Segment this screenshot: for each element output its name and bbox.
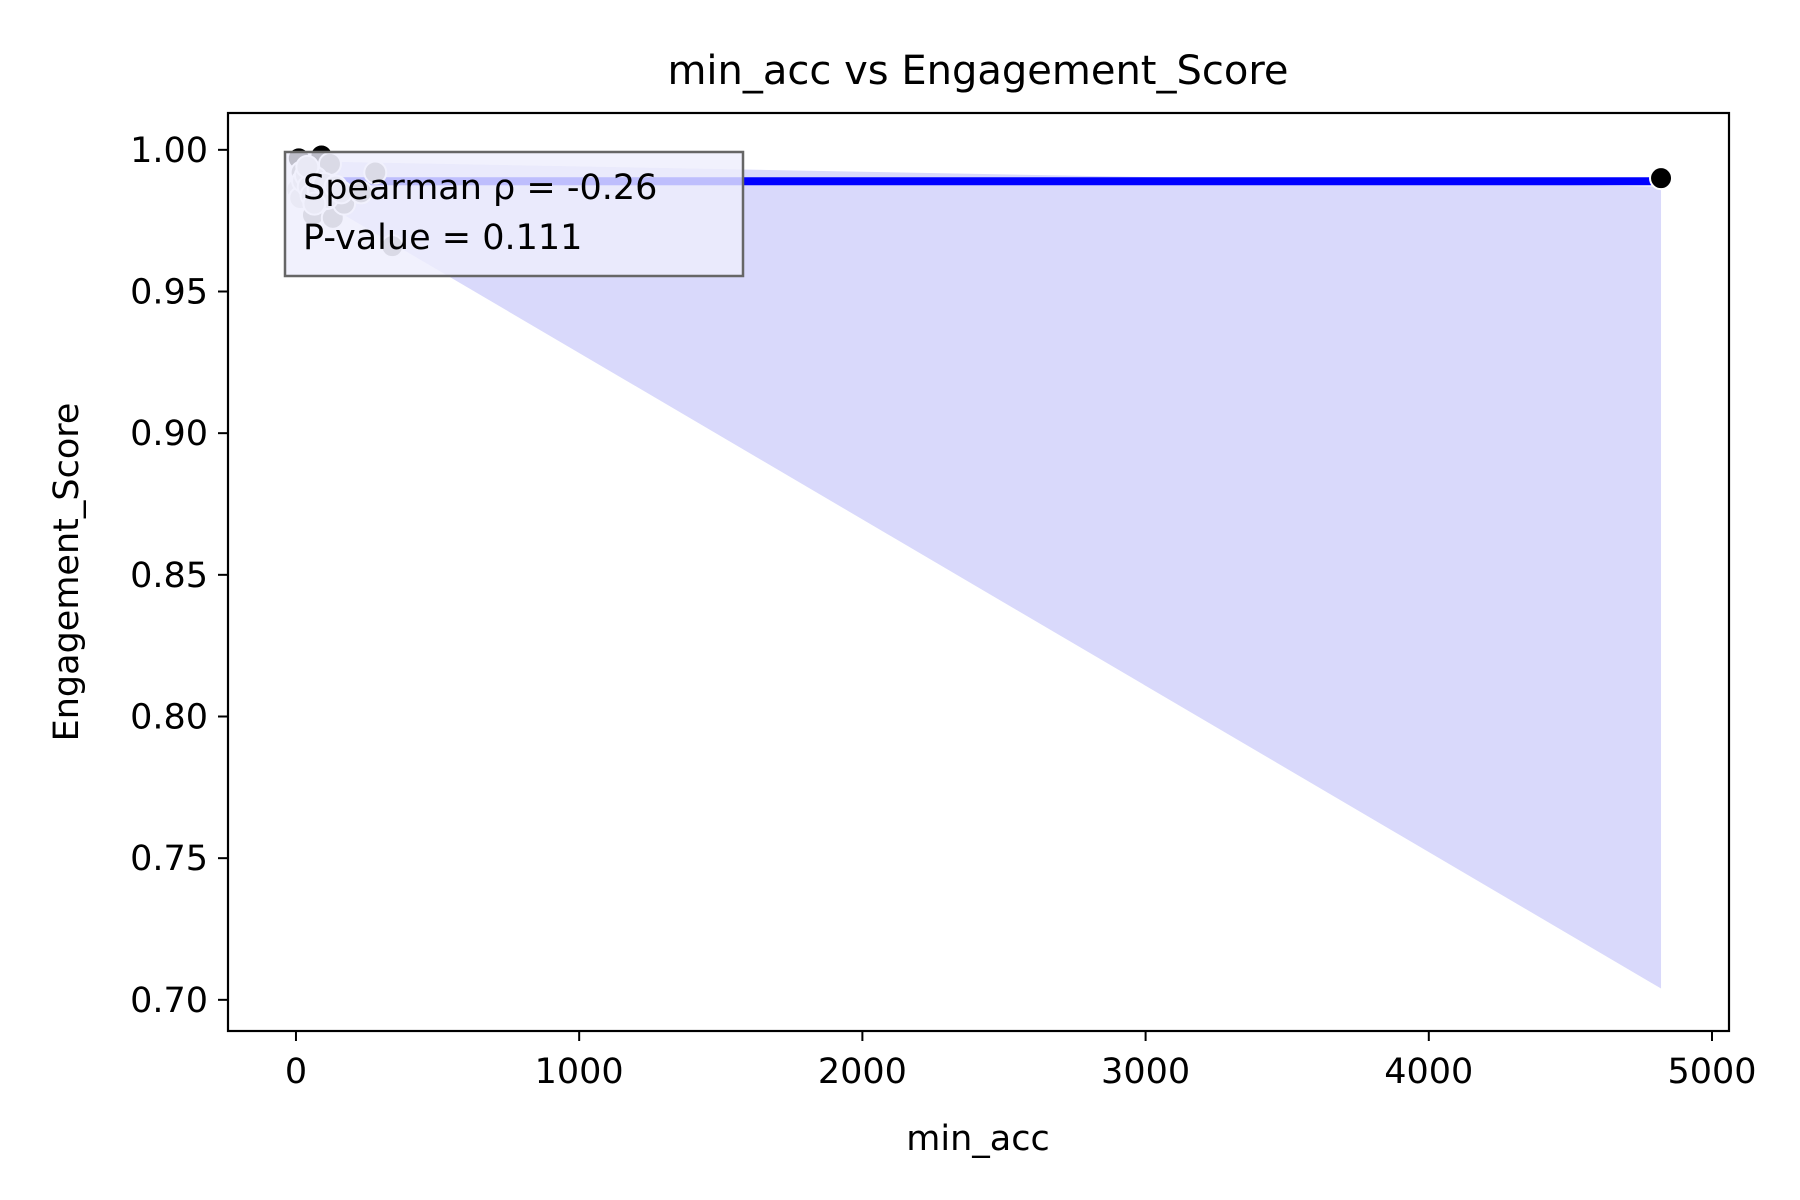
- x-tick-label-0: 0: [285, 1052, 307, 1092]
- x-axis-label: min_acc: [906, 1119, 1049, 1159]
- stats-spearman-label: Spearman ρ = -0.26: [303, 168, 657, 208]
- stats-box: [283, 150, 745, 278]
- stats-pvalue-label: P-value = 0.111: [303, 218, 582, 258]
- x-tick-label-4: 4000: [1384, 1052, 1473, 1092]
- confidence-band-layer: [295, 161, 1662, 989]
- scatter-point-2: [1649, 166, 1674, 191]
- stats-annotation: Spearman ρ = -0.26 P-value = 0.111: [283, 150, 745, 278]
- x-tick-label-5: 5000: [1667, 1052, 1756, 1092]
- y-tick-label-0: 0.70: [130, 981, 208, 1021]
- y-tick-label-6: 1.00: [130, 131, 208, 171]
- y-tick-label-2: 0.80: [130, 698, 208, 738]
- y-axis-label: Engagement_Score: [47, 403, 87, 742]
- x-axis-ticks: 0 1000 2000 3000 4000 5000: [285, 1031, 1757, 1092]
- confidence-band: [295, 161, 1662, 989]
- y-axis-ticks: 0.70 0.75 0.80 0.85 0.90 0.95 1.00: [130, 131, 228, 1021]
- x-tick-label-2: 2000: [818, 1052, 907, 1092]
- y-tick-label-4: 0.90: [130, 414, 208, 454]
- y-tick-label-3: 0.85: [130, 556, 208, 596]
- x-tick-label-3: 3000: [1101, 1052, 1190, 1092]
- plot-frame: [226, 111, 1731, 1033]
- y-tick-label-1: 0.75: [130, 839, 208, 879]
- plot-area: Spearman ρ = -0.26 P-value = 0.111: [226, 111, 1731, 1033]
- chart-title: min_acc vs Engagement_Score: [667, 48, 1288, 94]
- y-tick-label-5: 0.95: [130, 273, 208, 313]
- x-tick-label-1: 1000: [535, 1052, 624, 1092]
